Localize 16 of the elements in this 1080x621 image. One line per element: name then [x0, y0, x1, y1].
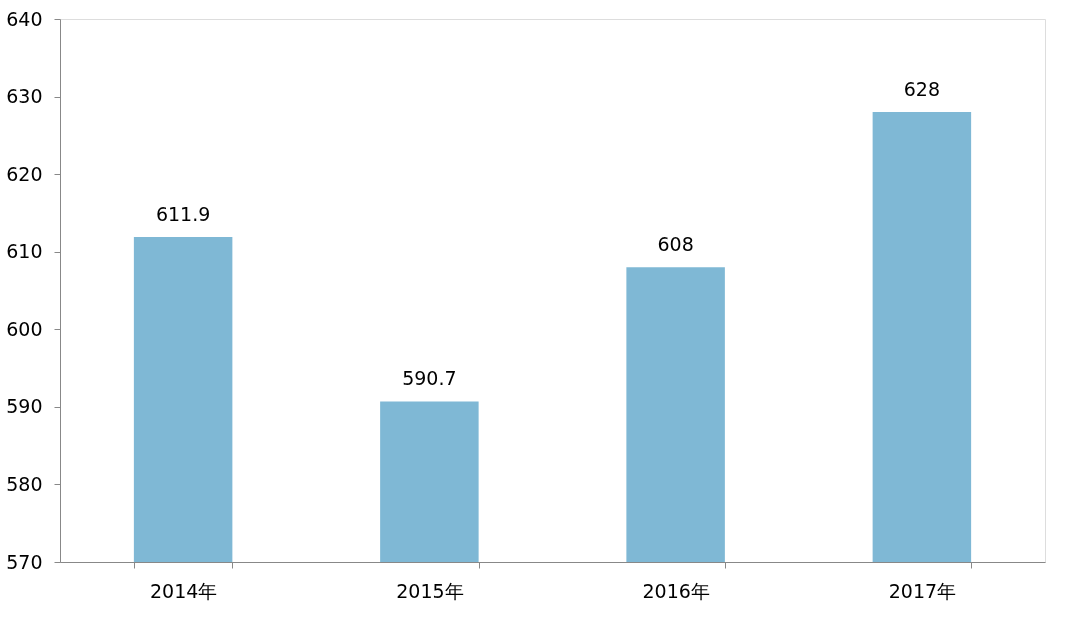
x-tick-label: 2016年: [642, 579, 710, 602]
data-label: 608: [657, 233, 694, 256]
x-tick-label: 2015年: [396, 579, 464, 602]
x-tick-label: 2014年: [149, 579, 218, 602]
data-label: 628: [903, 78, 941, 101]
data-label: 590.7: [402, 367, 457, 390]
y-tick-label: 610: [6, 240, 43, 263]
y-tick-label: 580: [6, 472, 43, 495]
x-tick-label: 2017年: [888, 579, 957, 602]
y-tick-label: 640: [6, 7, 43, 30]
data-label: 611.9: [155, 202, 211, 225]
y-tick-label: 620: [6, 162, 43, 185]
y-tick-label: 570: [6, 550, 43, 573]
y-tick-label: 590: [6, 395, 43, 418]
y-tick-label: 600: [6, 317, 43, 340]
y-tick-label: 630: [6, 85, 43, 108]
